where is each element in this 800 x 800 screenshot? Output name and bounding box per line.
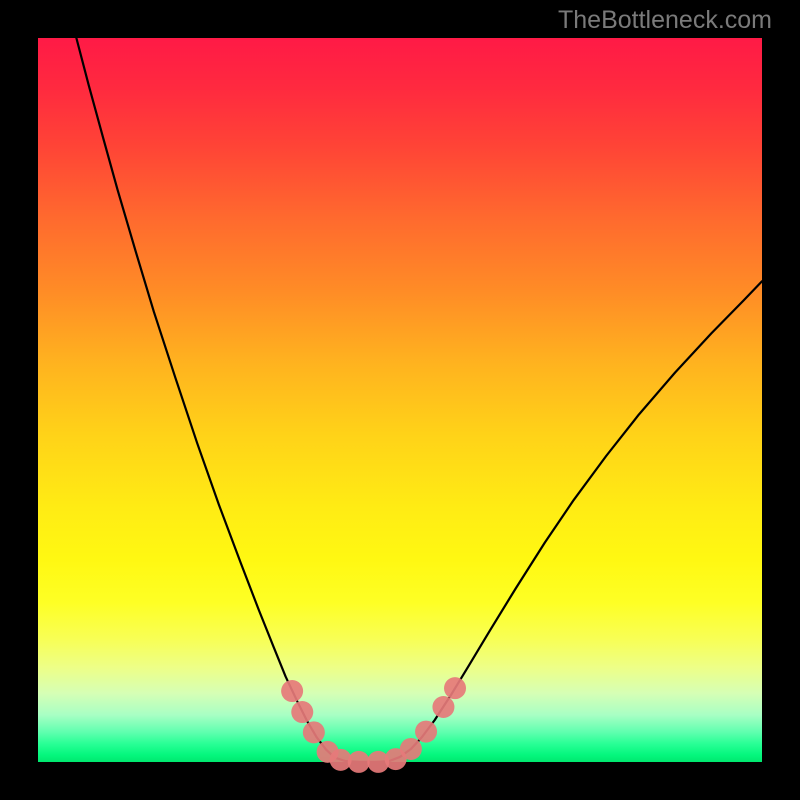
curve-marker [400, 738, 422, 760]
curve-marker [303, 721, 325, 743]
plot-area [38, 38, 762, 762]
curve-marker [444, 677, 466, 699]
marker-group [281, 677, 466, 773]
bottleneck-curve [76, 38, 762, 762]
curve-marker [281, 680, 303, 702]
curve-layer [38, 38, 762, 762]
curve-marker [348, 751, 370, 773]
curve-marker [291, 701, 313, 723]
curve-marker [415, 721, 437, 743]
curve-marker [432, 696, 454, 718]
watermark-text: TheBottleneck.com [558, 6, 772, 35]
